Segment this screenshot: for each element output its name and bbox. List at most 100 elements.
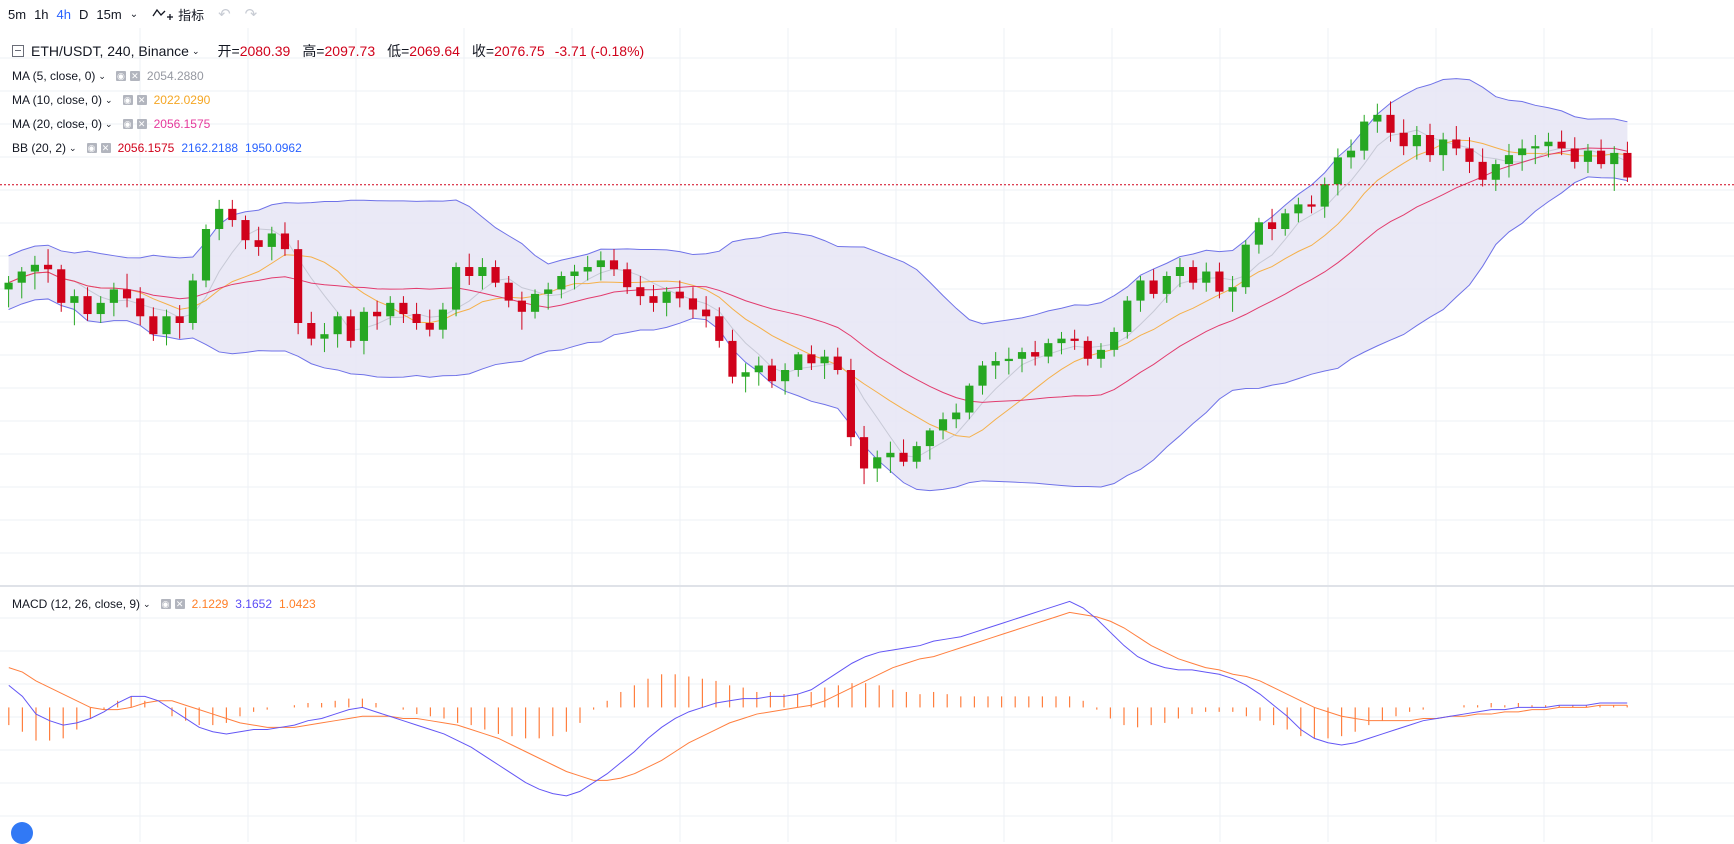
candle-body xyxy=(1452,139,1461,149)
candle-body xyxy=(267,233,276,247)
timeframe-d[interactable]: D xyxy=(79,6,89,22)
candle xyxy=(688,287,698,319)
chevron-down-icon[interactable]: ⌄ xyxy=(191,45,200,56)
undo-icon[interactable]: ↶ xyxy=(218,6,231,23)
candle-body xyxy=(1386,114,1395,133)
macd-name[interactable]: MACD (12, 26, close, 9) xyxy=(12,597,141,611)
candle xyxy=(1504,143,1514,178)
candle xyxy=(873,450,882,482)
redo-icon[interactable]: ↷ xyxy=(244,6,258,23)
candle-body xyxy=(912,446,921,462)
candle xyxy=(807,345,816,370)
candle xyxy=(1083,336,1092,366)
candle-body xyxy=(1399,132,1408,147)
indicators-button[interactable]: 指标 xyxy=(152,5,204,24)
candle-body xyxy=(346,316,355,341)
candle-body xyxy=(833,356,842,370)
candle xyxy=(609,249,619,276)
chevron-down-icon[interactable]: ⌄ xyxy=(69,142,77,153)
candle-body xyxy=(1294,204,1303,214)
candle-body xyxy=(570,271,579,276)
bb-lower-line xyxy=(8,176,1628,492)
timeframe-1h[interactable]: 1h xyxy=(34,6,49,22)
candle xyxy=(1096,343,1106,368)
candle xyxy=(1254,217,1263,254)
candle xyxy=(149,307,158,341)
candle xyxy=(1557,130,1566,156)
candle-body xyxy=(438,309,447,330)
candle xyxy=(175,305,184,339)
candle xyxy=(346,309,355,348)
candle xyxy=(465,253,474,285)
symbol-name[interactable]: ETH/USDT, 240, Binance xyxy=(31,43,189,59)
chevron-down-icon[interactable]: ⌄ xyxy=(105,94,113,105)
bb-name[interactable]: BB (20, 2) xyxy=(12,141,67,155)
ma20-name[interactable]: MA (20, close, 0) xyxy=(12,117,103,131)
candle-body xyxy=(43,264,53,270)
close-icon[interactable]: ✕ xyxy=(174,599,185,609)
close-icon[interactable]: ✕ xyxy=(100,143,111,153)
candle-body xyxy=(201,229,211,281)
candle-body xyxy=(1518,148,1527,156)
chevron-down-icon[interactable]: ⌄ xyxy=(105,118,113,129)
candle-body xyxy=(307,323,316,339)
tradingview-logo-icon[interactable] xyxy=(11,822,33,844)
ma20-line xyxy=(8,147,1628,403)
candle xyxy=(544,282,553,310)
candle xyxy=(320,323,329,353)
timeframe-4h[interactable]: 4h xyxy=(56,6,71,22)
candle xyxy=(741,363,750,393)
chevron-down-icon[interactable]: ⌄ xyxy=(143,598,151,609)
candle-body xyxy=(886,452,895,458)
candle xyxy=(83,287,92,321)
eye-icon[interactable]: ◉ xyxy=(122,95,133,105)
candle-body xyxy=(478,267,487,276)
low-value: 2069.64 xyxy=(409,43,460,59)
candle-body xyxy=(702,309,711,317)
candle xyxy=(557,271,566,299)
candle xyxy=(504,276,513,308)
chevron-down-icon[interactable]: ⌄ xyxy=(98,70,106,81)
candle-body xyxy=(1110,331,1119,350)
candle-body xyxy=(1281,213,1290,229)
candle-body xyxy=(1333,157,1342,185)
candle-body xyxy=(1241,244,1250,288)
candle-body xyxy=(1557,141,1566,149)
candle-body xyxy=(688,298,698,310)
candle-body xyxy=(609,260,619,270)
ma5-name[interactable]: MA (5, close, 0) xyxy=(12,69,96,83)
eye-icon[interactable]: ◉ xyxy=(160,599,171,609)
eye-icon[interactable]: ◉ xyxy=(115,71,126,81)
candle xyxy=(1452,126,1461,156)
ma10-name[interactable]: MA (10, close, 0) xyxy=(12,93,103,107)
candle-body xyxy=(149,316,158,335)
price-chart[interactable] xyxy=(0,28,1734,842)
candle xyxy=(1004,347,1013,375)
candle-body xyxy=(504,282,513,301)
candlesticks xyxy=(4,101,1632,485)
ma5-legend: MA (5, close, 0) ⌄ ◉ ✕ 2054.2880 xyxy=(12,69,204,83)
close-icon[interactable]: ✕ xyxy=(129,71,140,81)
candle-body xyxy=(767,365,777,382)
timeframe-15m[interactable]: 15m xyxy=(96,6,122,22)
candle-body xyxy=(1254,222,1263,245)
eye-icon[interactable]: ◉ xyxy=(122,119,133,129)
close-icon[interactable]: ✕ xyxy=(136,119,147,129)
collapse-legend-icon[interactable] xyxy=(12,45,24,57)
candle-body xyxy=(1373,114,1382,122)
candle xyxy=(451,262,461,317)
candle-body xyxy=(991,361,1000,366)
timeframe-5m[interactable]: 5m xyxy=(8,6,27,22)
candle xyxy=(952,403,961,429)
candle xyxy=(386,296,395,326)
candle xyxy=(1070,329,1079,350)
macd-signal-value: 1.0423 xyxy=(279,597,316,611)
candle xyxy=(1518,139,1527,171)
candle xyxy=(1570,137,1579,169)
eye-icon[interactable]: ◉ xyxy=(86,143,97,153)
timeframe-dropdown-icon[interactable]: ⌄ xyxy=(129,8,139,20)
candle xyxy=(215,199,224,241)
ma20-legend: MA (20, close, 0) ⌄ ◉ ✕ 2056.1575 xyxy=(12,117,210,131)
candle-body xyxy=(320,334,329,339)
close-icon[interactable]: ✕ xyxy=(136,95,147,105)
